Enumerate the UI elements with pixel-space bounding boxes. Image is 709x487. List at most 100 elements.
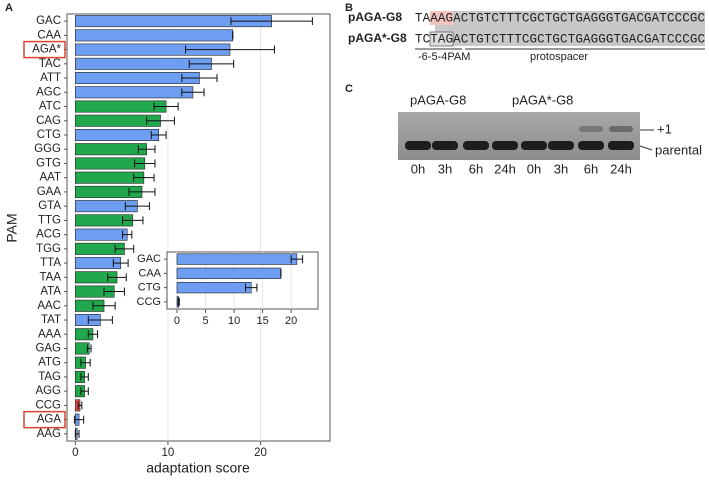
bar xyxy=(75,143,147,156)
y-tick-label: GAA xyxy=(37,186,62,198)
error-bar xyxy=(181,88,205,97)
error-bar xyxy=(185,45,275,54)
construct-name: pAGA*-G8 xyxy=(348,31,407,45)
error-bar xyxy=(92,301,116,310)
lane-label: 0h xyxy=(527,161,541,176)
band-label: parental xyxy=(655,142,702,157)
x-tick-label: 0 xyxy=(72,447,78,459)
y-tick-label: CTG xyxy=(138,282,161,294)
lane-label: 6h xyxy=(469,161,483,176)
y-tick-label: ATT xyxy=(40,72,61,84)
y-tick-label: GGG xyxy=(34,143,61,155)
error-bar xyxy=(181,74,218,83)
y-tick-label: AGA* xyxy=(32,44,61,56)
y-tick-label: GAC xyxy=(137,253,161,265)
error-bar xyxy=(146,116,175,125)
y-tick-label: ATC xyxy=(39,101,61,113)
band xyxy=(521,141,547,150)
bar xyxy=(176,267,282,280)
y-tick-label: AAC xyxy=(37,300,61,312)
y-axis-label: PAM xyxy=(4,213,20,242)
y-tick-label: GTA xyxy=(38,200,61,212)
y-tick-label: AAA xyxy=(38,328,61,340)
band-label: +1 xyxy=(657,121,672,136)
band xyxy=(548,141,574,150)
error-bar xyxy=(134,159,156,168)
y-tick-label: TAT xyxy=(41,314,61,326)
x-tick-label: 20 xyxy=(254,447,267,459)
error-bar xyxy=(150,130,167,139)
y-tick-label: TTG xyxy=(38,214,61,226)
error-bar xyxy=(107,273,127,282)
error-bar xyxy=(137,145,156,154)
error-bar xyxy=(230,17,313,26)
sequence: TCTAGACTGTCTTTCGCTGCTGAGGGTGACGATCCCGC xyxy=(415,32,705,46)
bar xyxy=(75,128,159,141)
x-tick-label: 0 xyxy=(174,315,180,327)
plot-area xyxy=(66,13,331,442)
sequence: TAAAGACTGTCTTTCGCTGCTGAGGGTGACGATCCCGC xyxy=(415,11,705,25)
lane-label: 24h xyxy=(494,161,516,176)
error-bar xyxy=(114,244,135,253)
y-tick-label: ACG xyxy=(36,229,61,241)
y-tick-label: CAA xyxy=(138,267,161,279)
lane-label: 3h xyxy=(554,161,568,176)
error-bar xyxy=(153,102,179,111)
group-label: pAGA-G8 xyxy=(410,92,466,107)
error-bar xyxy=(290,255,304,264)
x-tick-label: 15 xyxy=(256,315,268,327)
y-tick-label: CTG xyxy=(37,129,61,141)
x-axis-label: adaptation score xyxy=(146,460,250,476)
group-label: pAGA*-G8 xyxy=(512,92,573,107)
gel-lanes: 0h 3h 6h 24h 0h 3h 6h 24h xyxy=(405,126,634,176)
bar xyxy=(75,86,194,99)
error-bar xyxy=(73,415,85,424)
bar xyxy=(75,228,128,241)
y-tick-label: TTA xyxy=(40,257,61,269)
y-tick-label: CAG xyxy=(36,115,61,127)
band xyxy=(405,141,431,150)
error-bar xyxy=(80,387,89,396)
pam-highlight xyxy=(430,11,453,25)
error-bar xyxy=(128,187,156,196)
lane-label: 6h xyxy=(584,161,598,176)
error-bar xyxy=(103,287,125,296)
y-tick-label: AGC xyxy=(36,86,61,98)
x-tick-label: 10 xyxy=(228,315,240,327)
band-pointer xyxy=(639,145,653,151)
protospacer-label: protospacer xyxy=(530,51,588,63)
panel-label: B xyxy=(345,2,353,14)
panel-label: A xyxy=(5,2,13,14)
band xyxy=(432,141,458,150)
y-tick-label: AAT xyxy=(39,172,61,184)
pam-box xyxy=(429,31,454,47)
y-tick-label: TGG xyxy=(36,243,61,255)
y-tick-label: ATA xyxy=(40,286,61,298)
error-bar xyxy=(122,216,144,225)
band xyxy=(463,141,489,150)
y-tick-label: TAG xyxy=(38,371,61,383)
x-tick-label: 20 xyxy=(285,315,297,327)
error-bar xyxy=(112,259,129,268)
error-bar xyxy=(122,230,133,239)
band xyxy=(608,141,634,150)
error-bar xyxy=(124,202,150,211)
band xyxy=(578,141,604,150)
error-bar xyxy=(87,330,99,339)
error-bar xyxy=(80,372,89,381)
y-tick-label: TAC xyxy=(39,58,61,70)
y-tick-label: TAA xyxy=(39,271,61,283)
panel-label: C xyxy=(345,83,353,95)
error-bar xyxy=(244,283,258,292)
x-tick-label: 5 xyxy=(202,315,208,327)
error-bar xyxy=(74,429,80,438)
y-tick-label: ATG xyxy=(38,357,61,369)
band xyxy=(579,126,603,132)
error-bar xyxy=(77,401,83,410)
gel xyxy=(398,112,640,160)
y-tick-label: CCG xyxy=(137,296,161,308)
bar xyxy=(176,281,252,294)
error-bar xyxy=(177,297,180,306)
lane-label: 24h xyxy=(610,161,632,176)
